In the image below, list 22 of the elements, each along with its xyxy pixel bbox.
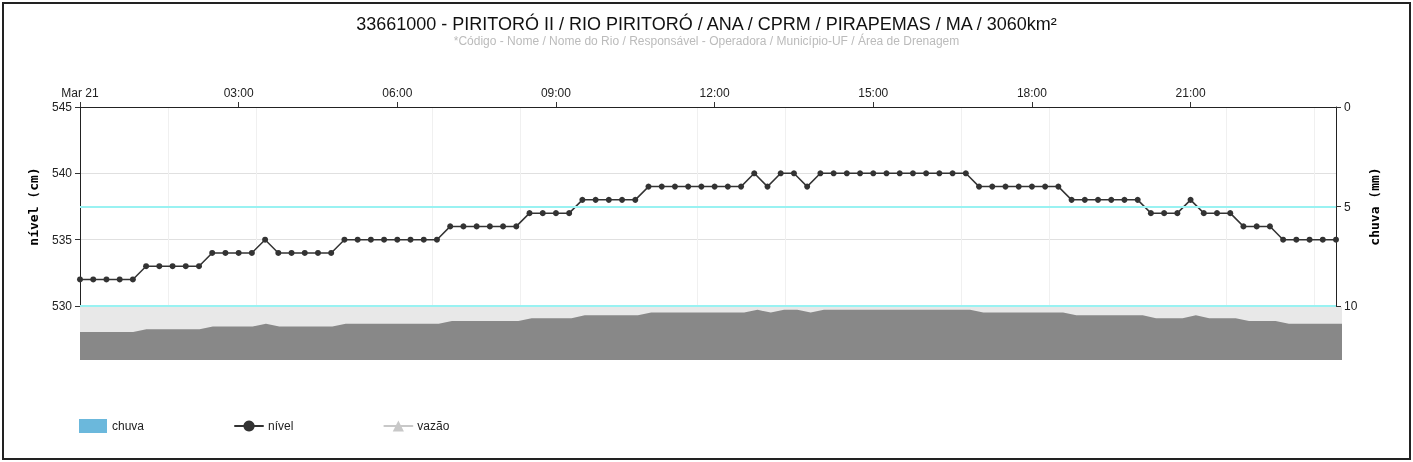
y-tick-label: 530 xyxy=(51,299,73,313)
legend-label: nível xyxy=(268,419,294,433)
chart-subtitle: *Código - Nome / Nome do Rio / Responsável - Operadora / Município-UF / Área de Drenagem xyxy=(453,33,960,48)
x-tick-label: 12:00 xyxy=(699,86,730,100)
x-tick-label: 18:00 xyxy=(1016,86,1048,100)
x-tick-label: 15:00 xyxy=(858,86,889,100)
y2-tick-label: 10 xyxy=(1344,299,1358,313)
y-tick-label: 535 xyxy=(51,232,73,247)
y-axis-title: nível (cm) xyxy=(26,167,41,246)
chart-title: 33661000 - PIRITORÓ II / RIO PIRITORÓ / ANA / CPRM / PIRAPEMAS / MA / 3060km² xyxy=(356,13,1057,34)
x-tick-label: 21:00 xyxy=(1175,86,1206,100)
x-tick-label: 03:00 xyxy=(223,86,254,100)
x-tick-label: 06:00 xyxy=(382,86,413,100)
legend-label: chuva xyxy=(112,419,145,433)
y2-tick-label: 5 xyxy=(1344,199,1351,214)
y-tick-label: 540 xyxy=(51,166,73,181)
y-tick-label: 545 xyxy=(51,100,73,114)
x-tick-label: 09:00 xyxy=(540,86,572,100)
y2-tick-label: 0 xyxy=(1344,100,1351,114)
y2-axis-title: chuva (mm) xyxy=(1367,167,1383,246)
x-tick-label: Mar 21 xyxy=(61,86,99,100)
legend-label: vazão xyxy=(417,419,450,433)
